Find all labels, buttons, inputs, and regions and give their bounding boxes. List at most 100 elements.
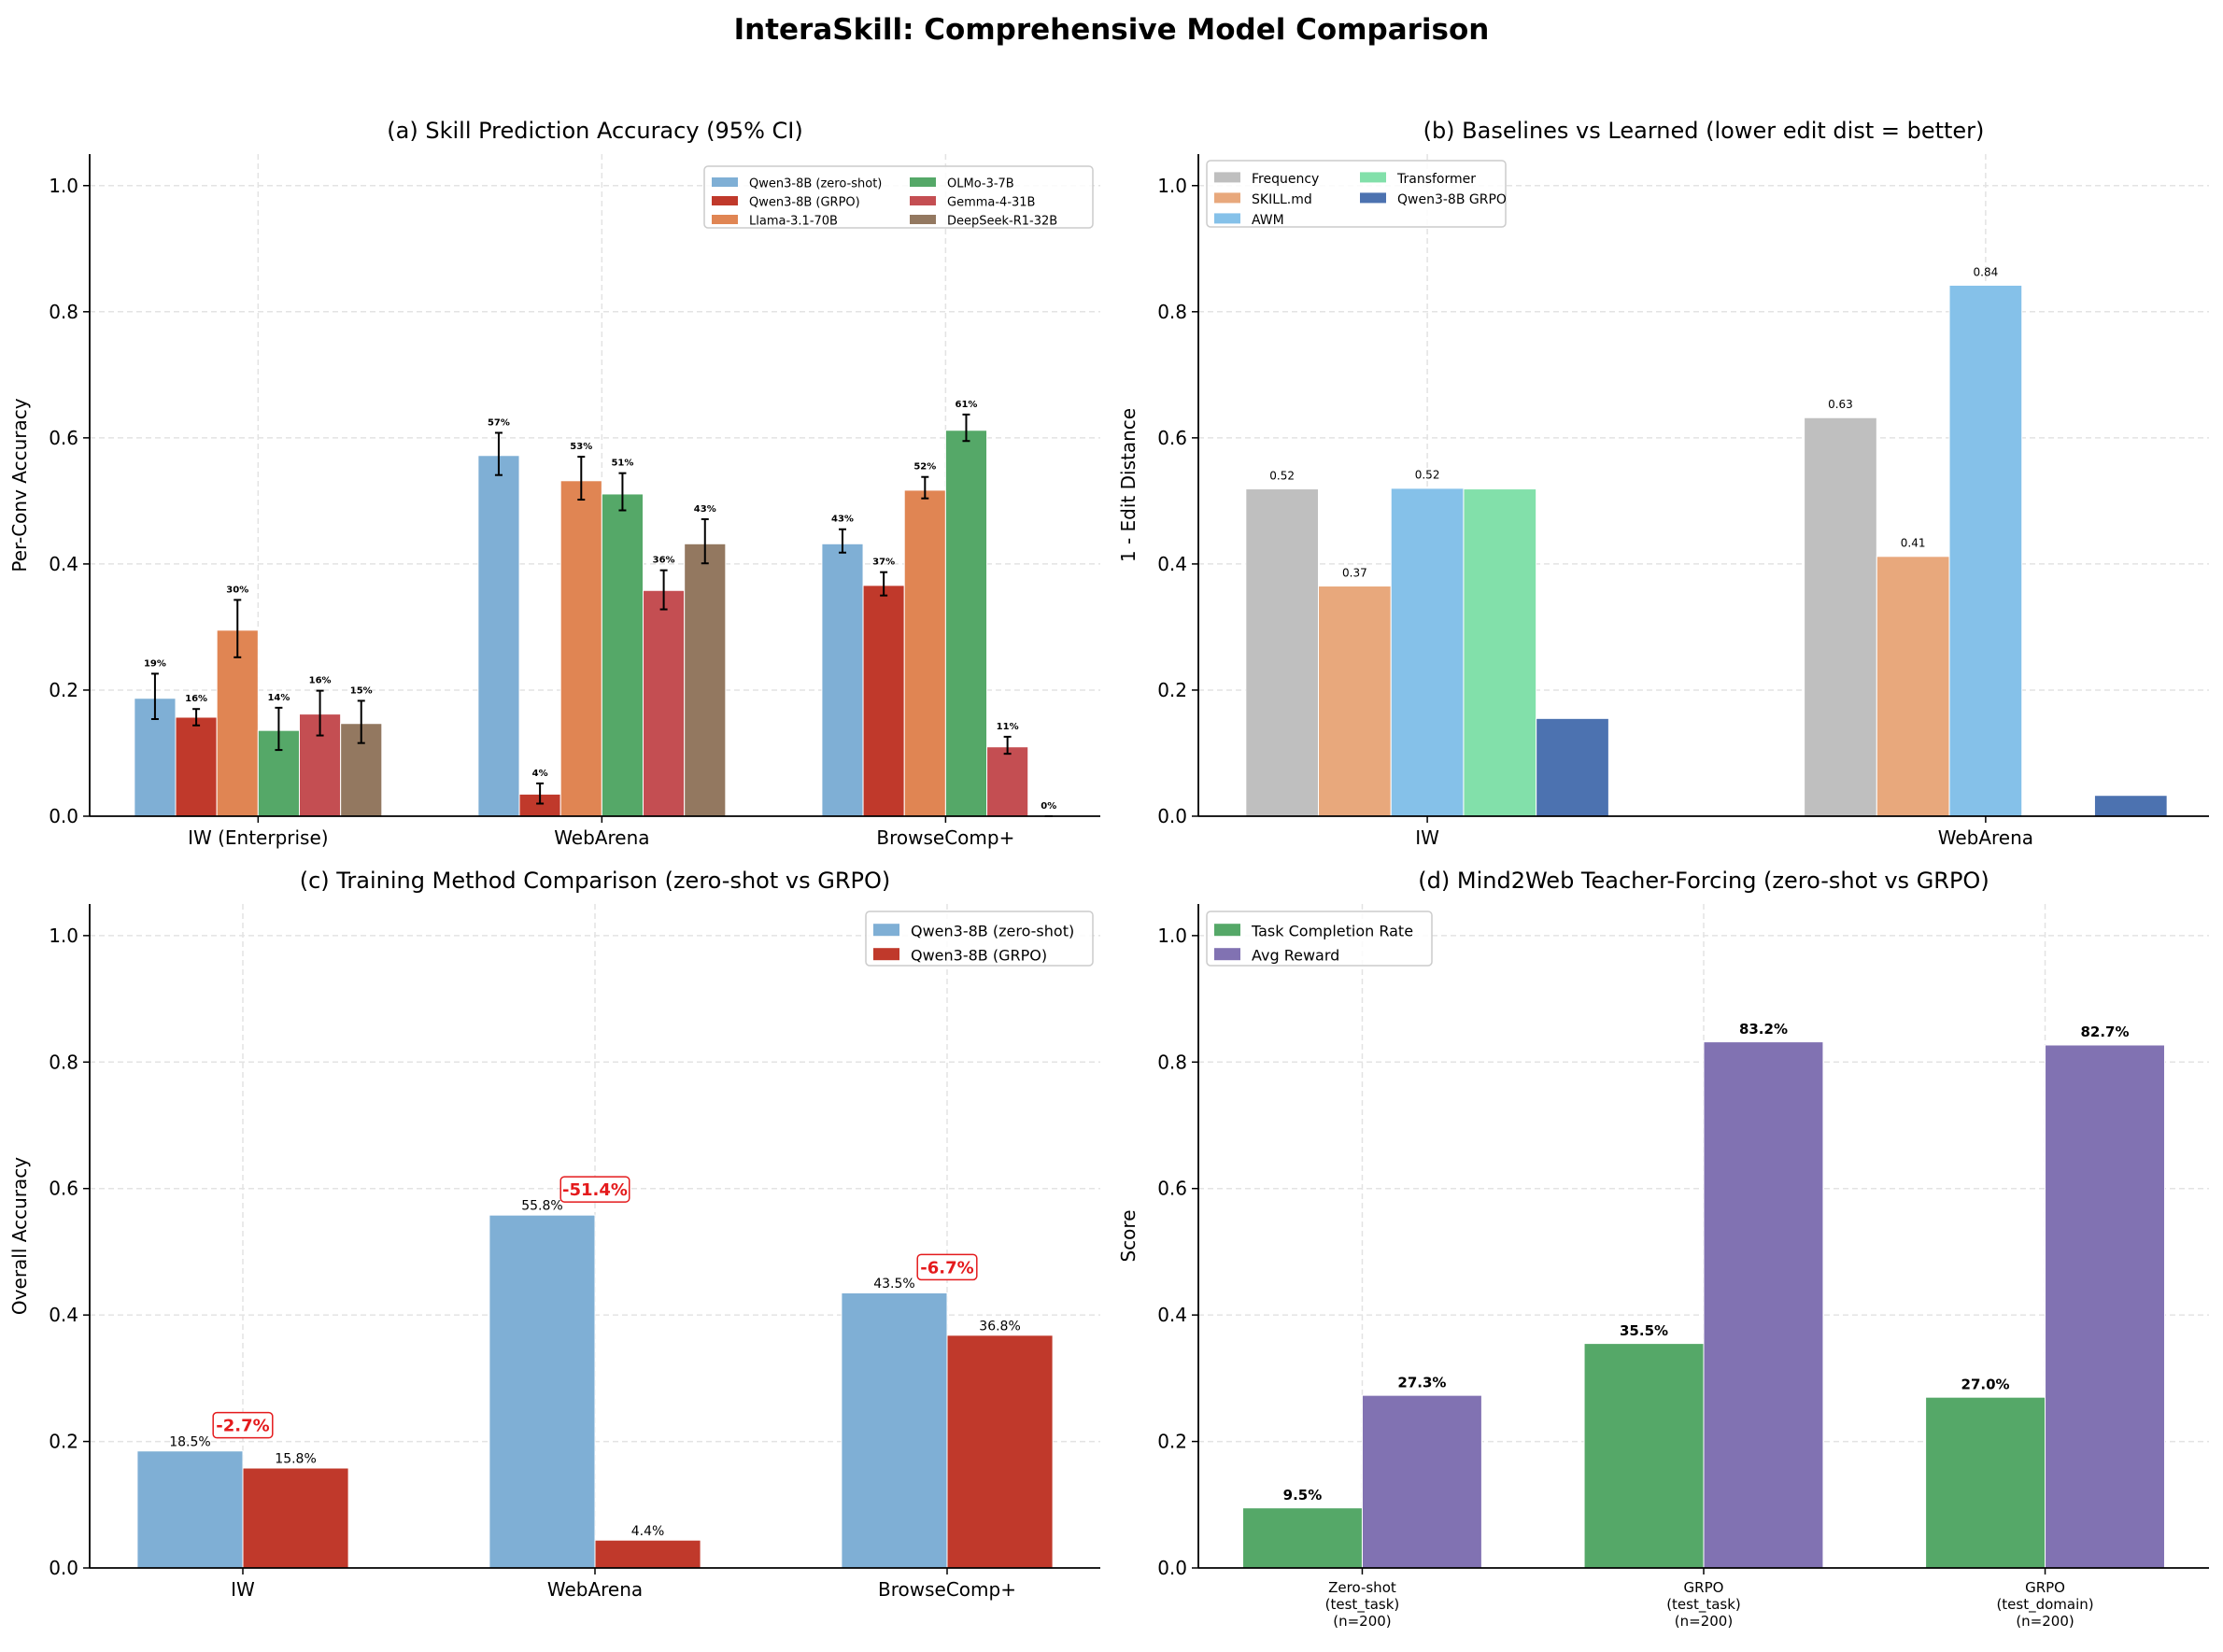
bar [1390,487,1465,817]
legend-swatch [1360,192,1386,204]
bar [1245,488,1320,817]
panel-a: 0.0 0.2 0.4 0.6 0.8 1.0 IW (Enterprise) WebAren… [8,118,1100,849]
x-tick-label-line: (n=200) [2016,1613,2074,1630]
y-tick-label: 0.8 [1157,301,1187,323]
legend-swatch [712,177,738,187]
x-tick-label: WebArena [554,826,649,849]
x-tick-label-line: BrowseComp+ [876,826,1014,849]
legend-swatch [1214,948,1240,961]
y-tick-label: 0.4 [1157,553,1187,575]
delta-annotation: -2.7% [216,1417,269,1436]
bar [477,455,520,817]
legend-label: Frequency [1252,172,1319,187]
data-label: 0.52 [1415,469,1440,482]
data-label: 16% [185,694,207,704]
bar [1925,1396,2046,1569]
legend-swatch [1360,172,1386,183]
data-label: 0.41 [1901,537,1926,550]
legend: Qwen3-8B (zero-shot) Qwen3-8B (GRPO) [865,911,1094,967]
legend-label: Qwen3-8B (GRPO) [911,947,1047,965]
data-label: 18.5% [169,1434,210,1449]
y-tick-label: 0.2 [49,1431,78,1453]
y-tick-label: 0.8 [49,1051,78,1073]
data-label: 15.8% [275,1452,316,1467]
y-tick-label: 0.2 [1157,679,1187,701]
y-tick-label: 1.0 [49,175,78,197]
data-label: 57% [488,417,510,428]
legend-swatch [910,215,936,224]
legend-label: Qwen3-8B (zero-shot) [911,923,1074,940]
data-label: 0.63 [1828,398,1853,411]
data-label: 36.8% [979,1319,1020,1334]
legend-label: SKILL.md [1252,192,1312,207]
legend-label: Task Completion Rate [1251,923,1413,940]
data-label: 4.4% [631,1524,665,1539]
x-tick-label-line: BrowseComp+ [878,1578,1016,1601]
x-tick-label-line: IW [1415,826,1439,849]
y-tick-label: 0.2 [49,679,78,701]
delta-annotation: -6.7% [920,1258,973,1278]
x-tick-label: BrowseComp+ [878,1578,1016,1601]
legend-label: Gemma-4-31B [947,195,1035,209]
y-axis-label: Overall Accuracy [8,1157,31,1315]
bar [1583,1343,1705,1569]
bar [1948,284,2023,817]
data-label: 43.5% [873,1277,914,1292]
bar [862,585,905,817]
y-tick-label: 0.6 [1157,1178,1187,1200]
legend-label: Avg Reward [1252,947,1339,965]
x-tick-label-line: WebArena [1938,826,2033,849]
figure-title: InteraSkill: Comprehensive Model Compari… [734,13,1490,47]
legend-label: AWM [1252,213,1284,228]
y-tick-label: 0.8 [1157,1051,1187,1073]
bar [559,480,602,817]
bar [601,493,644,817]
data-label: 51% [611,459,633,469]
y-tick-label: 0.4 [1157,1304,1187,1326]
legend-label: Llama-3.1-70B [749,214,838,228]
x-tick-label: WebArena [1938,826,2033,849]
bar [1536,717,1609,817]
bar [946,1334,1054,1569]
x-tick-label-line: GRPO [2025,1579,2065,1596]
x-tick-label-line: Zero-shot [1328,1579,1396,1596]
data-label: 43% [694,504,716,515]
delta-annotation-box [559,1176,630,1203]
x-tick-label-line: (test_task) [1325,1596,1400,1614]
x-tick-label-line: (test_task) [1666,1596,1741,1614]
legend-swatch [712,215,738,224]
x-tick-label: IW [231,1578,255,1601]
delta-annotation: -51.4% [562,1180,628,1200]
y-axis-label: Score [1117,1209,1140,1262]
data-label: 43% [831,515,854,525]
y-axis-label: Per-Conv Accuracy [8,398,31,572]
legend-swatch [712,196,738,205]
data-label: 35.5% [1620,1322,1668,1339]
y-tick-label: 1.0 [1157,925,1187,947]
x-tick-label: BrowseComp+ [876,826,1014,849]
y-tick-label: 0.4 [49,553,78,575]
legend: Frequency SKILL.md AWM Transformer Qwen3-8B … [1206,160,1507,228]
data-label: 27.0% [1961,1376,2010,1392]
bar [2093,795,2168,817]
x-tick-label-line: WebArena [547,1578,643,1601]
y-tick-label: 0.4 [49,1304,78,1326]
y-tick-label: 0.0 [1157,1557,1187,1579]
y-tick-label: 0.6 [1157,427,1187,449]
x-tick-label: Zero-shot (test_task) (n=200) [1325,1579,1400,1630]
panel-b: 0.0 0.2 0.4 0.6 0.8 1.0 IW WebArena 0.52 0.63 0.37… [1117,118,2209,849]
legend-swatch [910,177,936,187]
bar [821,543,864,817]
legend-swatch [873,924,899,937]
legend-label: OLMo-3-7B [947,176,1014,191]
bar [175,716,218,817]
panel-title: (c) Training Method Comparison (zero-sho… [300,868,890,894]
data-label: 53% [570,442,592,452]
bar [944,430,988,817]
bar [1876,556,1950,817]
data-label: 83.2% [1739,1021,1788,1038]
legend-label: Transformer [1396,172,1476,187]
data-label: 30% [226,585,248,595]
bar [643,589,686,817]
data-label: 61% [956,400,978,410]
